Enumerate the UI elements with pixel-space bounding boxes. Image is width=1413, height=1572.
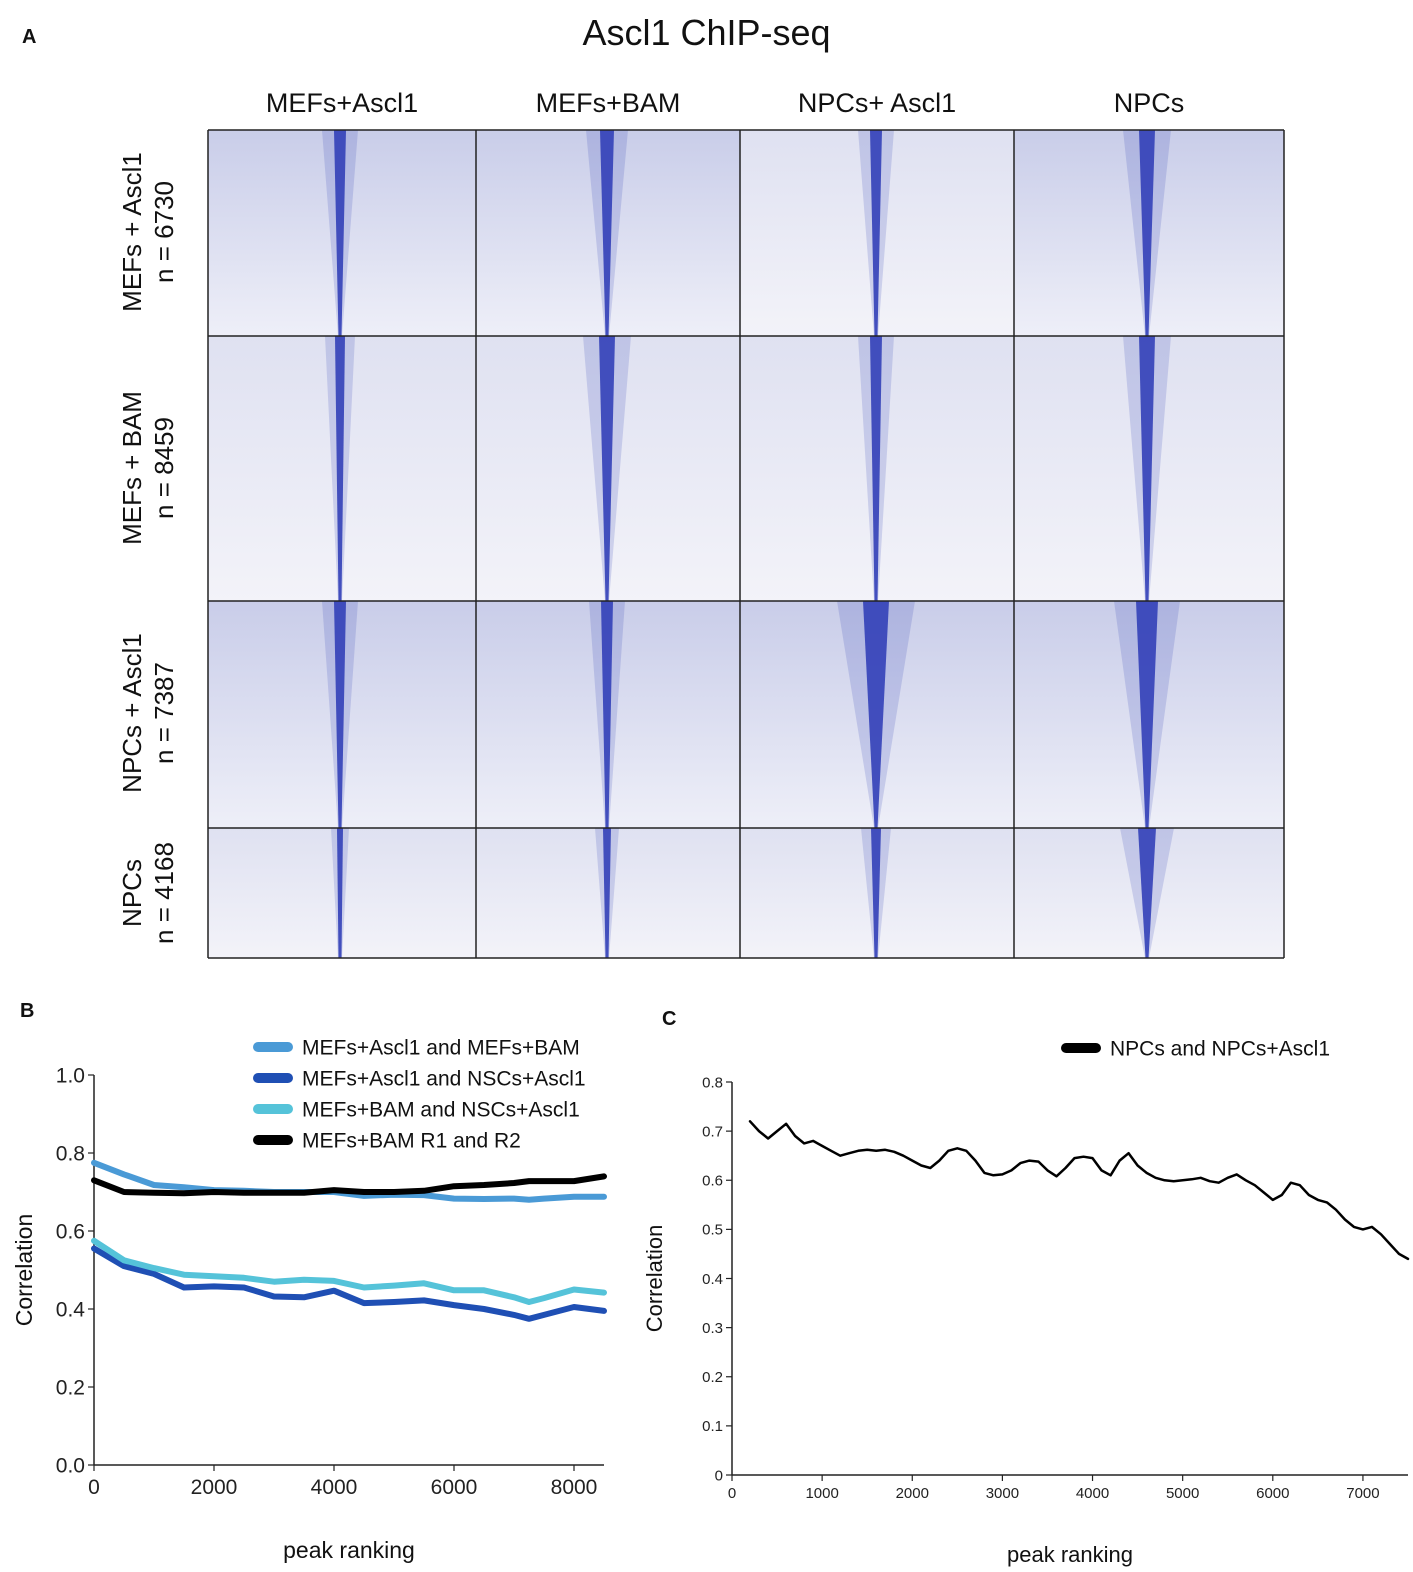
chart-b-series-line-3 bbox=[91, 1173, 607, 1197]
chart-b-legend-label-2: MEFs+BAM and NSCs+Ascl1 bbox=[302, 1098, 580, 1121]
panel-letter-b: B bbox=[20, 1000, 35, 1022]
chart-c-y-tick-label: 0.6 bbox=[702, 1173, 723, 1190]
chart-c-y-axis-label: Correlation bbox=[642, 1225, 667, 1333]
chart-b-series-line-1 bbox=[91, 1245, 607, 1322]
column-label-mefs-ascl1: MEFs+Ascl1 bbox=[265, 88, 419, 118]
chart-c-y-tick-label: 0 bbox=[715, 1467, 723, 1484]
heatmap-peak-band-0-2 bbox=[870, 130, 882, 336]
chart-b-x-tick-label: 2000 bbox=[191, 1476, 238, 1499]
chart-b-series-line-2 bbox=[91, 1237, 607, 1305]
column-label-mefs-bam: MEFs+BAM bbox=[535, 88, 681, 118]
heatmap-peak-band-2-2 bbox=[863, 601, 889, 828]
chart-c-x-tick-label: 3000 bbox=[986, 1485, 1019, 1502]
chart-c-x-tick-label: 2000 bbox=[896, 1485, 929, 1502]
chart-b-y-tick-label: 0.8 bbox=[56, 1142, 85, 1165]
chart-b: 0.0 0.2 0.4 0.6 0.8 1.0 0 2000 4000 6000 8000 peak … bbox=[11, 1036, 607, 1563]
chart-b-y-axis-label: Correlation bbox=[11, 1214, 37, 1327]
chart-c-series-line-0 bbox=[748, 1120, 1410, 1261]
chart-b-y-tick-label: 0.0 bbox=[56, 1454, 85, 1477]
heatmap-peak-band-2-0 bbox=[334, 601, 346, 828]
heatmap-peak-band-2-1 bbox=[601, 601, 613, 828]
heatmap-peak-band-3-0 bbox=[337, 828, 343, 958]
column-label-npcs: NPCs bbox=[1113, 88, 1185, 118]
chart-c-x-axis-label: peak ranking bbox=[1007, 1542, 1133, 1567]
heatmap-peak-band-0-1 bbox=[600, 130, 614, 336]
heatmap-peak-band-0-3 bbox=[1139, 130, 1155, 336]
chart-b-x-tick-label: 4000 bbox=[311, 1476, 358, 1499]
heatmap-peak-band-1-0 bbox=[335, 336, 345, 601]
chart-c-y-tick-label: 0.5 bbox=[702, 1222, 723, 1239]
chart-c-y-tick-label: 0.8 bbox=[702, 1074, 723, 1091]
chart-c: 0 0.1 0.2 0.3 0.4 0.5 0.6 0.7 0.8 0 1000 2000 3000 40… bbox=[642, 1037, 1410, 1567]
heatmap-grid bbox=[207, 129, 1285, 959]
chart-b-y-tick-label: 0.6 bbox=[56, 1220, 85, 1243]
chart-b-y-tick-label: 0.4 bbox=[56, 1298, 86, 1321]
panel-letter-a: A bbox=[22, 26, 37, 48]
chart-b-series-line-0 bbox=[91, 1159, 607, 1203]
heatmap-peak-band-1-2 bbox=[870, 336, 882, 601]
heatmap-peak-band-3-1 bbox=[603, 828, 611, 958]
heatmap-title: Ascl1 ChIP-seq bbox=[582, 12, 831, 53]
heatmap-peak-band-3-2 bbox=[871, 828, 881, 958]
chart-c-y-tick-label: 0.3 bbox=[702, 1320, 723, 1337]
heatmap-peak-band-0-0 bbox=[334, 130, 346, 336]
chart-b-x-axis-label: peak ranking bbox=[283, 1537, 415, 1563]
chart-b-y-tick-label: 1.0 bbox=[56, 1064, 85, 1087]
heatmap-peak-band-2-3 bbox=[1136, 601, 1158, 828]
chart-c-x-tick-label: 7000 bbox=[1346, 1485, 1379, 1502]
chart-b-x-tick-label: 0 bbox=[88, 1476, 100, 1499]
chart-b-legend-label-0: MEFs+Ascl1 and MEFs+BAM bbox=[302, 1036, 580, 1059]
chart-c-y-tick-label: 0.4 bbox=[702, 1271, 723, 1288]
chart-c-x-tick-label: 6000 bbox=[1256, 1485, 1289, 1502]
chart-b-y-tick-label: 0.2 bbox=[56, 1376, 85, 1399]
heatmap-peak-band-1-3 bbox=[1139, 336, 1155, 601]
chart-c-y-tick-label: 0.2 bbox=[702, 1369, 723, 1386]
heatmap-peak-band-1-1 bbox=[599, 336, 615, 601]
chart-c-legend-label-0: NPCs and NPCs+Ascl1 bbox=[1110, 1037, 1330, 1060]
chart-b-legend-label-3: MEFs+BAM R1 and R2 bbox=[302, 1129, 521, 1152]
chart-c-x-tick-label: 1000 bbox=[805, 1485, 838, 1502]
chart-c-x-tick-label: 4000 bbox=[1076, 1485, 1109, 1502]
heatmap-peak-band-3-3 bbox=[1138, 828, 1156, 958]
chart-b-x-tick-label: 8000 bbox=[551, 1476, 598, 1499]
column-label-npcs-ascl1: NPCs+ Ascl1 bbox=[797, 88, 957, 118]
chart-c-x-tick-label: 0 bbox=[728, 1485, 736, 1502]
chart-b-legend-label-1: MEFs+Ascl1 and NSCs+Ascl1 bbox=[302, 1067, 586, 1090]
chart-b-x-tick-label: 6000 bbox=[431, 1476, 478, 1499]
panel-letter-c: C bbox=[662, 1008, 677, 1030]
chart-c-y-tick-label: 0.7 bbox=[702, 1123, 723, 1140]
chart-c-y-tick-label: 0.1 bbox=[702, 1418, 723, 1435]
chart-c-x-tick-label: 5000 bbox=[1166, 1485, 1199, 1502]
